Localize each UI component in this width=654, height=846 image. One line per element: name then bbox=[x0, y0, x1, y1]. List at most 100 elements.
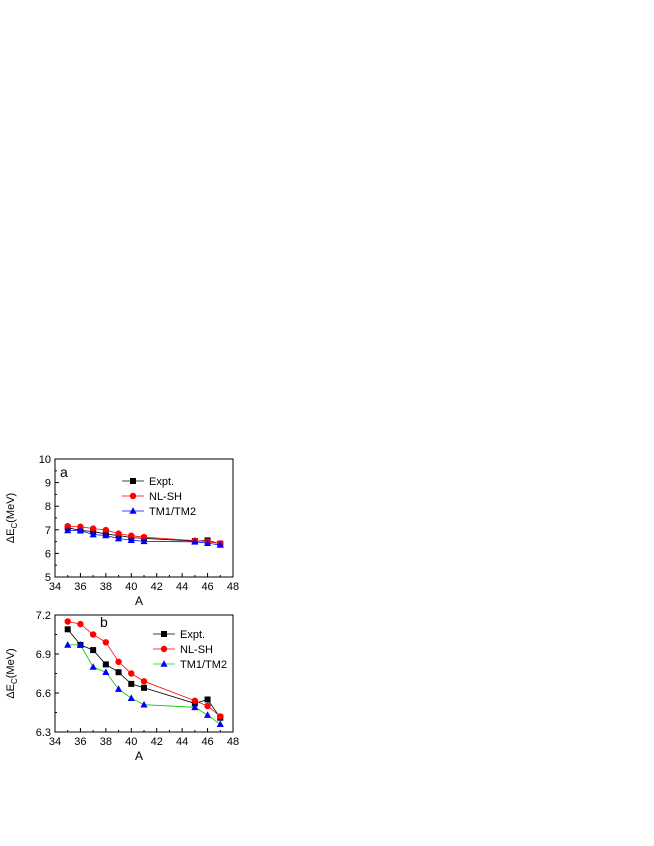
data-point bbox=[191, 538, 199, 545]
data-point bbox=[115, 530, 122, 537]
panel-label: b bbox=[100, 614, 108, 630]
data-point bbox=[217, 713, 224, 720]
y-tick-label: 7.2 bbox=[36, 610, 51, 622]
data-point bbox=[191, 697, 199, 704]
data-point bbox=[64, 523, 71, 530]
x-axis-title: A bbox=[135, 594, 143, 608]
data-point bbox=[89, 530, 97, 538]
data-point bbox=[140, 700, 148, 708]
legend-label: NL-SH bbox=[149, 491, 182, 503]
x-tick-label: 46 bbox=[201, 581, 213, 593]
y-tick-label: 6.3 bbox=[36, 727, 51, 739]
panel-label: a bbox=[60, 464, 68, 480]
data-point bbox=[76, 641, 85, 648]
x-tick-label: 34 bbox=[49, 581, 61, 593]
legend-entry: NL-SH bbox=[153, 644, 213, 656]
legend: Expt. NL-SH TM1/TM2 bbox=[153, 629, 227, 671]
x-tick-label: 40 bbox=[125, 581, 137, 593]
y-tick-label: 5 bbox=[45, 572, 51, 584]
data-point bbox=[114, 685, 123, 692]
data-point bbox=[64, 526, 72, 534]
data-point bbox=[204, 702, 211, 710]
y-tick-label: 6.9 bbox=[36, 649, 51, 661]
series-nl-sh bbox=[64, 618, 224, 720]
data-point bbox=[127, 694, 135, 701]
data-point bbox=[128, 680, 135, 687]
legend-entry: TM1/TM2 bbox=[153, 659, 227, 671]
data-point bbox=[77, 620, 84, 628]
data-point bbox=[64, 618, 71, 625]
legend-entry: Expt. bbox=[122, 476, 174, 488]
data-point bbox=[140, 678, 148, 685]
data-point bbox=[115, 658, 122, 665]
data-point bbox=[114, 534, 123, 542]
y-tick-label: 9 bbox=[45, 478, 51, 490]
legend-marker bbox=[161, 631, 167, 637]
data-point bbox=[102, 526, 110, 534]
series-line bbox=[67, 530, 221, 546]
y-axis-title: ΔEC(MeV) bbox=[5, 648, 19, 698]
x-tick-label: 42 bbox=[151, 581, 163, 593]
data-point bbox=[216, 720, 224, 727]
legend-label: TM1/TM2 bbox=[149, 506, 196, 518]
data-point bbox=[204, 696, 211, 703]
legend-entry: Expt. bbox=[153, 629, 205, 641]
x-tick-label: 34 bbox=[49, 736, 61, 748]
x-tick-label: 36 bbox=[74, 581, 86, 593]
legend-label: NL-SH bbox=[180, 644, 213, 656]
data-point bbox=[203, 539, 212, 547]
data-point bbox=[90, 647, 97, 654]
legend-marker bbox=[129, 492, 137, 500]
y-axis-title: ΔEC(MeV) bbox=[5, 493, 19, 543]
x-tick-label: 38 bbox=[100, 581, 112, 593]
data-point bbox=[64, 626, 71, 633]
data-point bbox=[89, 631, 97, 638]
series-line bbox=[67, 525, 221, 544]
series-line bbox=[67, 621, 221, 717]
data-point bbox=[89, 663, 97, 670]
data-point bbox=[127, 536, 135, 543]
data-point bbox=[76, 526, 85, 534]
legend: Expt. NL-SH TM1/TM2 bbox=[122, 476, 196, 518]
x-axis-title: A bbox=[135, 749, 143, 763]
data-point bbox=[141, 684, 147, 691]
x-tick-label: 48 bbox=[227, 736, 239, 748]
legend-label: TM1/TM2 bbox=[180, 659, 227, 671]
plot-frame bbox=[54, 458, 234, 578]
legend-label: Expt. bbox=[180, 629, 205, 641]
data-point bbox=[89, 525, 97, 532]
y-tick-label: 6.6 bbox=[36, 688, 51, 700]
legend-entry: NL-SH bbox=[122, 491, 182, 503]
x-tick-label: 42 bbox=[151, 736, 163, 748]
data-point bbox=[216, 541, 224, 548]
data-point bbox=[64, 641, 72, 648]
series-line bbox=[67, 629, 221, 718]
x-tick-label: 38 bbox=[100, 736, 112, 748]
y-tick-label: 8 bbox=[45, 501, 51, 513]
legend-marker bbox=[160, 660, 168, 667]
data-point bbox=[102, 661, 109, 668]
x-tick-label: 36 bbox=[74, 736, 86, 748]
data-point bbox=[102, 531, 110, 539]
x-tick-label: 40 bbox=[125, 736, 137, 748]
legend-label: Expt. bbox=[149, 476, 174, 488]
x-tick-label: 48 bbox=[227, 581, 239, 593]
y-tick-label: 10 bbox=[39, 454, 51, 466]
data-point bbox=[191, 703, 199, 711]
data-point bbox=[128, 670, 135, 677]
x-tick-label: 44 bbox=[176, 736, 188, 748]
data-point bbox=[140, 533, 148, 541]
legend-marker bbox=[129, 507, 137, 514]
series-tm1-tm2 bbox=[64, 641, 224, 727]
legend-entry: TM1/TM2 bbox=[122, 506, 196, 518]
panel-b: 34 36 38 40 42 44 46 48 6.3 6.6 6.9 7.2 A ΔEC(MeV) b Ex… bbox=[5, 610, 239, 763]
y-tick-label: 7 bbox=[45, 525, 51, 537]
y-tick-label: 6 bbox=[45, 548, 51, 560]
data-point bbox=[128, 532, 135, 539]
series-tm1-tm2 bbox=[64, 526, 224, 548]
data-point bbox=[102, 668, 110, 675]
data-point bbox=[115, 669, 122, 676]
data-point bbox=[140, 537, 148, 545]
data-point bbox=[203, 711, 212, 718]
